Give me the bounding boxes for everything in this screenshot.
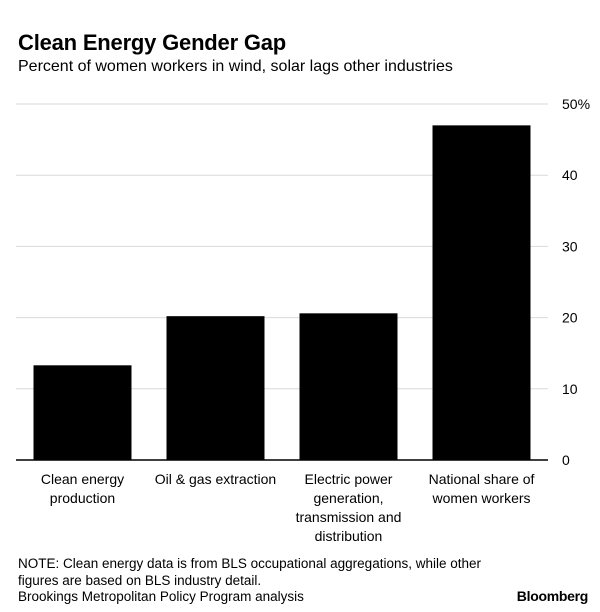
- bar: [33, 365, 132, 460]
- bar: [299, 313, 398, 460]
- bar: [432, 125, 531, 461]
- x-tick-label: generation,: [313, 490, 383, 506]
- note-line: Brookings Metropolitan Policy Program an…: [18, 589, 304, 604]
- x-tick-label: National share of: [429, 471, 535, 487]
- y-tick-label: 0: [562, 452, 570, 468]
- x-tick-label: Electric power: [305, 471, 393, 487]
- y-tick-label: 30: [562, 238, 578, 254]
- x-tick-label: Oil & gas extraction: [155, 471, 276, 487]
- x-tick-label: Clean energy: [41, 471, 124, 487]
- x-tick-label: transmission and: [296, 509, 402, 525]
- x-tick-label: distribution: [315, 528, 383, 544]
- note-line: figures are based on BLS industry detail…: [18, 572, 262, 588]
- x-tick-label: women workers: [431, 490, 530, 506]
- bloomberg-logo: Bloomberg: [516, 588, 589, 604]
- chart-subtitle: Percent of women workers in wind, solar …: [18, 58, 453, 75]
- bar: [166, 316, 265, 460]
- chart-note: NOTE: Clean energy data is from BLS occu…: [18, 556, 481, 606]
- x-tick-label: production: [50, 490, 115, 506]
- y-tick-label: 20: [562, 310, 578, 326]
- y-tick-label: 40: [562, 167, 578, 183]
- y-tick-label: 10: [562, 381, 578, 397]
- chart-title: Clean Energy Gender Gap: [18, 30, 287, 55]
- y-tick-label: 50%: [562, 96, 590, 112]
- note-line: NOTE: Clean energy data is from BLS occu…: [18, 556, 482, 571]
- bar-chart: 0 10 20 30 40 50% Clean energy production Oil & …: [16, 96, 590, 544]
